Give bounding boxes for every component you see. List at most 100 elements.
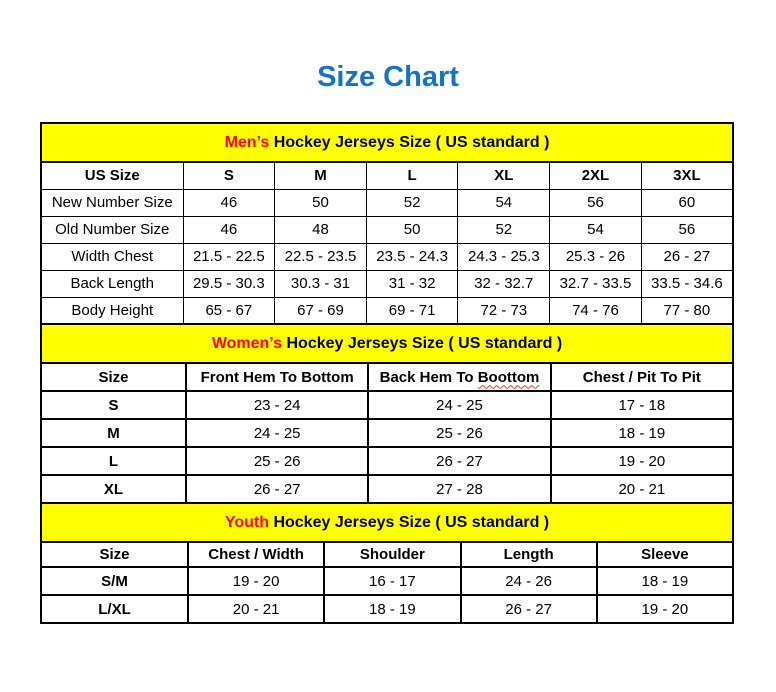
value-cell: 19 - 20: [595, 594, 735, 624]
mens-section-title: Men’s Hockey Jerseys Size ( US standard …: [40, 122, 734, 163]
value-cell: 20 - 21: [549, 474, 735, 504]
value-cell: 60: [640, 188, 734, 217]
value-cell: 25 - 26: [367, 418, 552, 448]
row-label-cell: M: [40, 418, 187, 448]
youth-size-table: Youth Hockey Jerseys Size ( US standard …: [40, 502, 735, 624]
womens-data-row: L 25 - 26 26 - 27 19 - 20: [40, 446, 735, 476]
column-header-cell: Length: [459, 541, 598, 568]
row-label-cell: S/M: [40, 566, 189, 596]
value-cell: 29.5 - 30.3: [182, 269, 276, 298]
value-cell: 18 - 19: [595, 566, 735, 596]
row-label-cell: Width Chest: [40, 242, 184, 271]
value-cell: 27 - 28: [367, 474, 552, 504]
youth-column-header-row: Size Chest / Width Shoulder Length Sleeve: [40, 541, 735, 568]
youth-section-title: Youth Hockey Jerseys Size ( US standard …: [40, 502, 734, 543]
mens-data-row: New Number Size 46 50 52 54 56 60: [40, 188, 734, 217]
value-cell: 52: [457, 215, 551, 244]
womens-data-row: XL 26 - 27 27 - 28 20 - 21: [40, 474, 735, 504]
value-cell: 25.3 - 26: [549, 242, 642, 271]
value-cell: 25 - 26: [184, 446, 370, 476]
value-cell: 50: [365, 215, 459, 244]
row-label-cell: Back Length: [40, 269, 184, 298]
value-cell: 30.3 - 31: [274, 269, 367, 298]
youth-data-row: S/M 19 - 20 16 - 17 24 - 26 18 - 19: [40, 566, 735, 596]
value-cell: 54: [549, 215, 642, 244]
youth-data-row: L/XL 20 - 21 18 - 19 26 - 27 19 - 20: [40, 594, 735, 624]
value-cell: 19 - 20: [186, 566, 326, 596]
value-cell: 74 - 76: [549, 296, 642, 325]
value-cell: 20 - 21: [186, 594, 326, 624]
page-title: Size Chart: [317, 61, 459, 93]
value-cell: 56: [640, 215, 734, 244]
column-header-cell: M: [274, 161, 367, 190]
value-cell: 32.7 - 33.5: [549, 269, 642, 298]
value-cell: 24 - 26: [459, 566, 598, 596]
value-cell: 17 - 18: [549, 390, 735, 420]
column-header-cell: Front Hem To Bottom: [184, 362, 370, 392]
column-header-cell: 2XL: [549, 161, 642, 190]
column-header-cell: Back Hem To Boottom: [367, 362, 552, 392]
column-header-cell: US Size: [40, 161, 184, 190]
column-header-cell: S: [182, 161, 276, 190]
value-cell: 19 - 20: [549, 446, 735, 476]
row-label-cell: L/XL: [40, 594, 189, 624]
value-cell: 22.5 - 23.5: [274, 242, 367, 271]
value-cell: 26 - 27: [459, 594, 598, 624]
row-label-cell: Old Number Size: [40, 215, 184, 244]
row-label-cell: L: [40, 446, 187, 476]
value-cell: 46: [182, 215, 276, 244]
column-header-cell: XL: [457, 161, 551, 190]
size-tables-container: Men’s Hockey Jerseys Size ( US standard …: [40, 122, 735, 624]
value-cell: 65 - 67: [182, 296, 276, 325]
column-header-cell: Size: [40, 541, 189, 568]
mens-column-header-row: US Size S M L XL 2XL 3XL: [40, 161, 734, 190]
column-header-cell: Size: [40, 362, 187, 392]
value-cell: 26 - 27: [184, 474, 370, 504]
value-cell: 21.5 - 22.5: [182, 242, 276, 271]
value-cell: 56: [549, 188, 642, 217]
mens-size-table: Men’s Hockey Jerseys Size ( US standard …: [40, 122, 734, 325]
womens-data-row: M 24 - 25 25 - 26 18 - 19: [40, 418, 735, 448]
value-cell: 33.5 - 34.6: [640, 269, 734, 298]
column-header-cell: Shoulder: [323, 541, 462, 568]
value-cell: 18 - 19: [549, 418, 735, 448]
value-cell: 52: [365, 188, 459, 217]
value-cell: 16 - 17: [323, 566, 462, 596]
womens-section-title: Women’s Hockey Jerseys Size ( US standar…: [40, 323, 734, 364]
value-cell: 24 - 25: [184, 418, 370, 448]
value-cell: 24.3 - 25.3: [457, 242, 551, 271]
womens-column-header-row: Size Front Hem To Bottom Back Hem To Boott…: [40, 362, 735, 392]
value-cell: 23.5 - 24.3: [365, 242, 459, 271]
value-cell: 67 - 69: [274, 296, 367, 325]
value-cell: 31 - 32: [365, 269, 459, 298]
value-cell: 24 - 25: [367, 390, 552, 420]
value-cell: 46: [182, 188, 276, 217]
column-header-cell: Sleeve: [595, 541, 735, 568]
value-cell: 50: [274, 188, 367, 217]
womens-band-row: Women’s Hockey Jerseys Size ( US standar…: [40, 323, 734, 364]
mens-data-row: Old Number Size 46 48 50 52 54 56: [40, 215, 734, 244]
row-label-cell: XL: [40, 474, 187, 504]
row-label-cell: S: [40, 390, 187, 420]
youth-section-title-highlight: Youth: [224, 513, 269, 531]
youth-band-row: Youth Hockey Jerseys Size ( US standard …: [40, 502, 734, 543]
mens-section-title-highlight: Men’s: [224, 133, 270, 151]
column-header-cell: 3XL: [640, 161, 734, 190]
mens-data-row: Body Height 65 - 67 67 - 69 69 - 71 72 - 73 7…: [40, 296, 734, 325]
womens-data-row: S 23 - 24 24 - 25 17 - 18: [40, 390, 735, 420]
column-header-cell: L: [365, 161, 459, 190]
mens-data-row: Width Chest 21.5 - 22.5 22.5 - 23.5 23.5 - …: [40, 242, 734, 271]
mens-data-row: Back Length 29.5 - 30.3 30.3 - 31 31 - 32 32…: [40, 269, 734, 298]
column-header-cell: Chest / Pit To Pit: [549, 362, 735, 392]
value-cell: 26 - 27: [367, 446, 552, 476]
column-header-cell: Chest / Width: [186, 541, 326, 568]
row-label-cell: Body Height: [40, 296, 184, 325]
row-label-cell: New Number Size: [40, 188, 184, 217]
womens-section-title-highlight: Women’s: [211, 334, 283, 352]
value-cell: 77 - 80: [640, 296, 734, 325]
value-cell: 69 - 71: [365, 296, 459, 325]
value-cell: 26 - 27: [640, 242, 734, 271]
mens-band-row: Men’s Hockey Jerseys Size ( US standard …: [40, 122, 734, 163]
value-cell: 18 - 19: [323, 594, 462, 624]
value-cell: 23 - 24: [184, 390, 370, 420]
